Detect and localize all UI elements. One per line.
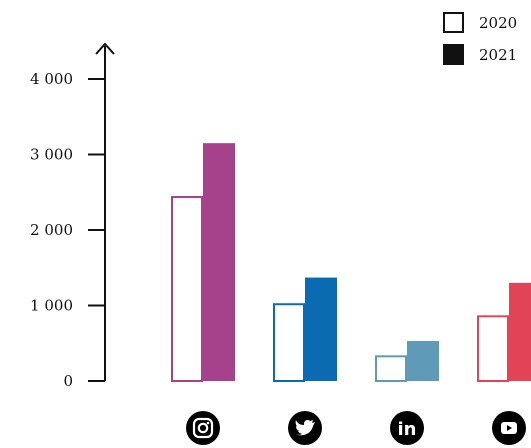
y-axis-arrow-icon <box>95 42 115 55</box>
y-tick-label: 2 000 <box>30 221 73 239</box>
linkedin-icon: in <box>390 411 424 445</box>
twitter-icon <box>288 411 322 445</box>
x-axis-icons: in <box>186 411 526 445</box>
y-tick-label: 0 <box>63 372 73 390</box>
bar-2020-twitter <box>273 303 305 382</box>
bar-2021-youtube <box>509 282 531 381</box>
bar-2020-linkedin <box>375 355 407 382</box>
legend-item-2020: 2020 <box>443 12 517 33</box>
y-tick-label: 3 000 <box>30 146 73 164</box>
y-tick-label: 1 000 <box>30 297 73 315</box>
legend-label: 2020 <box>479 14 517 32</box>
y-tick-label: 4 000 <box>30 70 73 88</box>
bar-2020-instagram <box>171 196 203 382</box>
legend-swatch-filled <box>443 44 464 65</box>
legend: 2020 2021 <box>443 12 517 65</box>
legend-swatch-outline <box>443 12 464 33</box>
bars <box>171 143 531 382</box>
instagram-icon <box>186 411 220 445</box>
youtube-icon <box>492 411 526 445</box>
bar-2021-instagram <box>203 143 235 381</box>
legend-label: 2021 <box>479 46 517 64</box>
bar-2021-twitter <box>305 277 337 381</box>
y-axis: 0 1 000 2 000 3 000 4 000 <box>30 42 115 390</box>
svg-text:in: in <box>398 419 417 440</box>
legend-item-2021: 2021 <box>443 44 517 65</box>
bar-2021-linkedin <box>407 340 439 381</box>
bar-2020-youtube <box>477 315 509 382</box>
